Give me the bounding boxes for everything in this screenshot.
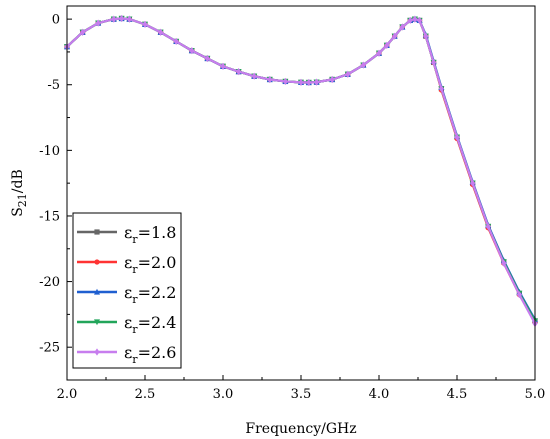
legend: εr=1.8 εr=2.0 εr=2.2 εr=2.4 εr=2.6 — [72, 212, 182, 369]
series-4-point — [282, 77, 288, 86]
y-tick-label-0: 0 — [52, 13, 60, 28]
series-4 — [64, 14, 538, 328]
legend-item-3: εr=2.4 — [77, 313, 176, 336]
series-4-point — [298, 78, 304, 86]
series-4-point — [119, 14, 125, 23]
legend-marker-3 — [94, 319, 100, 326]
y-tick-label-4: -20 — [39, 275, 60, 290]
series-4-point — [306, 78, 312, 87]
series-4-point — [431, 58, 437, 67]
y-tick-label-3: -15 — [39, 209, 60, 224]
series-4-point — [251, 72, 257, 80]
series-4-point — [236, 68, 242, 76]
legend-marker-4 — [94, 348, 100, 356]
series-4-point — [126, 15, 132, 23]
series-4-point — [516, 291, 522, 299]
series-4-point — [329, 75, 335, 84]
x-tick-label-0: 2.0 — [57, 387, 78, 402]
x-tick-label-2: 3.0 — [213, 387, 234, 402]
series-4-point — [454, 133, 460, 141]
y-tick-label-1: -5 — [47, 78, 60, 93]
series-4-point — [142, 20, 148, 28]
legend-item-1: εr=2.0 — [77, 253, 176, 276]
series-4-point — [204, 54, 210, 63]
x-axis-label: Frequency/GHz — [245, 421, 356, 437]
legend-item-4: εr=2.6 — [77, 343, 176, 366]
legend-marker-2 — [94, 288, 100, 295]
series-4-point — [501, 259, 507, 267]
series-4-point — [80, 28, 86, 36]
series-4-point — [384, 41, 390, 49]
x-tick-label-5: 4.5 — [447, 387, 468, 402]
series-4-point — [407, 16, 413, 25]
series-4-point — [360, 61, 366, 69]
series-4-point — [376, 49, 382, 57]
legend-label-2: εr=2.2 — [124, 283, 176, 306]
series-4-point — [416, 16, 423, 25]
x-tick-label-4: 4.0 — [369, 387, 390, 402]
legend-label-3: εr=2.4 — [124, 313, 176, 336]
series-4-point — [267, 75, 273, 84]
series-4-point — [470, 179, 476, 187]
series-4-line — [66, 17, 536, 325]
series-4-point — [412, 15, 418, 23]
series-layer — [64, 14, 538, 328]
series-4-point — [158, 28, 164, 36]
legend-box — [72, 212, 182, 369]
series-4-point — [95, 19, 101, 27]
y-axis-label: S21/dB — [10, 169, 29, 217]
legend-label-4: εr=2.6 — [124, 343, 176, 366]
series-4-point — [314, 78, 320, 86]
x-tick-label-6: 5.0 — [525, 387, 546, 402]
axes: 2.0 2.5 3.0 3.5 4.0 4.5 5.0 0 -5 -10 -15 -20 -25 — [39, 13, 545, 402]
series-4-point — [111, 15, 117, 23]
series-4-point — [173, 37, 179, 46]
legend-label-0: εr=1.8 — [124, 223, 176, 246]
series-4-point — [189, 47, 195, 55]
series-4-point — [438, 85, 444, 93]
x-tick-label-3: 3.5 — [291, 387, 312, 402]
series-4-point — [345, 70, 351, 78]
legend-label-1: εr=2.0 — [124, 253, 176, 276]
legend-marker-0 — [94, 229, 100, 235]
legend-item-0: εr=1.8 — [77, 223, 176, 246]
y-tick-label-5: -25 — [39, 341, 60, 356]
x-tick-label-1: 2.5 — [135, 387, 156, 402]
series-4-point — [423, 32, 429, 40]
series-4-point — [485, 222, 491, 231]
y-tick-label-2: -10 — [39, 144, 60, 159]
series-4-point — [220, 62, 226, 70]
legend-item-2: εr=2.2 — [77, 283, 176, 306]
legend-marker-1 — [94, 259, 100, 265]
series-4-point — [399, 23, 405, 31]
series-4-point — [392, 32, 398, 40]
